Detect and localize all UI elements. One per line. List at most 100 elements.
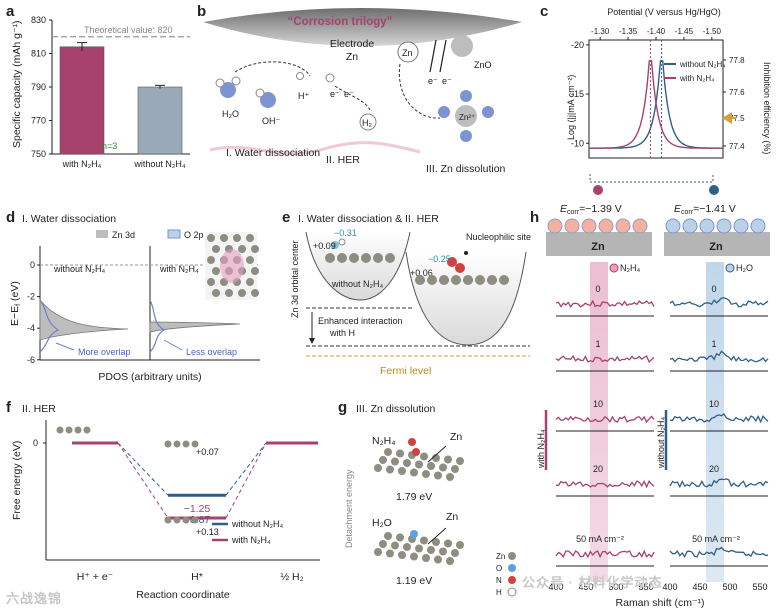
g-zn-atom — [432, 538, 440, 546]
a-theoretical-label: Theoretical value: 820 — [84, 25, 173, 35]
d-zn-atom — [246, 256, 254, 264]
h-adsorbate-n2h4 — [598, 218, 614, 234]
h-band-without — [706, 262, 724, 582]
panel-labels: a b c d e f g h — [6, 3, 548, 416]
h-species-with: N₂H₄ — [620, 263, 640, 273]
a-bar — [59, 46, 105, 155]
e-zn-atom — [361, 253, 371, 263]
f-title: II. HER — [22, 403, 56, 415]
h-spectrum-line — [669, 350, 769, 363]
h-spectrum-line — [555, 299, 655, 308]
f-annotation-1: +0.07 — [196, 447, 219, 457]
h-spectrum-line — [669, 413, 769, 424]
f-zn-atom — [173, 516, 181, 524]
b-water-hydrogen — [231, 76, 241, 86]
f-zn-atom — [74, 426, 82, 434]
g-zn-atom — [374, 464, 382, 472]
g-n2h4-n — [408, 438, 416, 446]
d-y-tick-label: -2 — [27, 292, 35, 302]
g-zn-atom — [384, 448, 392, 456]
h-ecorr-with: Ecorr=−1.39 V — [560, 203, 622, 216]
d-o2p-with — [149, 299, 166, 353]
f-zn-atom — [164, 440, 172, 448]
h-x-tick-label: 500 — [608, 582, 623, 592]
watermark-right: 公众号 · 材料化学动态 — [522, 575, 663, 590]
b-her-arrow — [334, 85, 371, 111]
g-zn-atom — [398, 467, 406, 475]
d-legend-o2p-swatch — [167, 229, 181, 239]
h-x-tick-label: 500 — [722, 582, 737, 592]
g-y-label: Detachment energy — [344, 469, 354, 548]
d-zn-atom — [233, 234, 241, 242]
h-adsorbate-n2h4 — [632, 218, 648, 234]
d-zn3d-with — [149, 321, 241, 333]
g-h2o-o — [410, 530, 418, 538]
g-zn-atom — [444, 539, 452, 548]
d-o2p-without — [39, 299, 60, 353]
d-subpanel-with: with N₂H₄ — [159, 264, 199, 274]
g-row1-label: N₂H₄ — [372, 435, 396, 447]
h-x-tick-label: 450 — [578, 582, 593, 592]
d-charge-density — [220, 249, 244, 283]
d-y-label-sub: f — [15, 304, 22, 306]
e-well-label-without: without N₂H₄ — [331, 279, 384, 289]
e-atoms-without — [325, 253, 395, 263]
e-interaction-arrowhead — [309, 338, 315, 344]
d-title: I. Water dissociation — [22, 213, 116, 225]
h-current-label: 1 — [711, 339, 716, 349]
d-zn-atom — [246, 278, 254, 286]
b-dissolution-arrow — [398, 63, 441, 119]
d-note-less: Less overlap — [186, 347, 237, 357]
h-spectrum-line — [669, 297, 769, 308]
h-current-label: 0 — [595, 284, 600, 294]
b-oh-oxygen — [260, 92, 276, 108]
c-y-tick-label: -10 — [571, 138, 584, 148]
d-legend-zn3d-swatch — [96, 230, 108, 238]
a-y-tick-label: 790 — [31, 82, 46, 92]
c-series-line — [589, 60, 723, 149]
f-category-label: ½ H₂ — [280, 571, 303, 583]
h-x-tick-label: 450 — [692, 582, 707, 592]
e-zn-atom — [475, 275, 485, 285]
g-row2-zn: Zn — [446, 511, 458, 523]
g-zn-atom — [410, 552, 418, 561]
h-zn-electrode-with — [546, 232, 652, 256]
g-zn-atom — [427, 462, 435, 470]
b-label-hplus: H⁺ — [298, 91, 309, 101]
b-electrode-zn-label: Zn — [346, 51, 358, 63]
f-zn-atom — [164, 516, 172, 524]
panel-a-capacity-chart: 750 770 790 810 830 Theoretical value: 820 n… — [11, 15, 190, 169]
c-x-tick-label: -1.40 — [647, 27, 666, 36]
h-adsorbate-h2o — [733, 218, 749, 234]
c-x-tick-label: -1.30 — [591, 27, 610, 36]
b-step-1: I. Water dissociation — [226, 147, 320, 159]
d-legend-zn3d: Zn 3d — [112, 230, 135, 240]
g-zn-atom — [439, 463, 447, 472]
d-zn-atom — [220, 234, 228, 242]
f-zn-atom — [182, 440, 190, 448]
d-zn-atom — [212, 267, 220, 275]
d-legend-o2p: O 2p — [184, 230, 204, 240]
b-label-zn2: Zn²⁺ — [459, 113, 475, 122]
h-ecorr-without-prefix: E — [674, 203, 682, 215]
e-interaction-label-1: Enhanced interaction — [318, 316, 403, 326]
f-y-label: Free energy (eV) — [11, 441, 23, 520]
e-zn-atom — [463, 275, 473, 285]
g-zn-atom — [384, 532, 392, 540]
b-solvation-waters — [438, 90, 494, 142]
h-adsorbate-n2h4 — [615, 218, 631, 234]
h-side-label-without: without N₂H₄ — [656, 416, 666, 469]
c-y-tick-label: -15 — [571, 89, 584, 99]
g-n2h4-n — [412, 448, 420, 456]
d-y-label-unit: (eV) — [9, 281, 21, 304]
b-hydrogen-atom — [325, 73, 335, 83]
b-solvation-oxygen — [460, 130, 472, 142]
d-y-label-main: E−E — [9, 306, 21, 326]
e-y-label: Zn 3d orbital center — [290, 240, 300, 318]
c-x-tick-label: -1.50 — [703, 27, 722, 36]
g-zn-atom — [422, 470, 430, 478]
a-y-tick-label: 810 — [31, 49, 46, 59]
b-water-oxygen — [220, 82, 236, 98]
g-zn-atom — [422, 554, 430, 562]
